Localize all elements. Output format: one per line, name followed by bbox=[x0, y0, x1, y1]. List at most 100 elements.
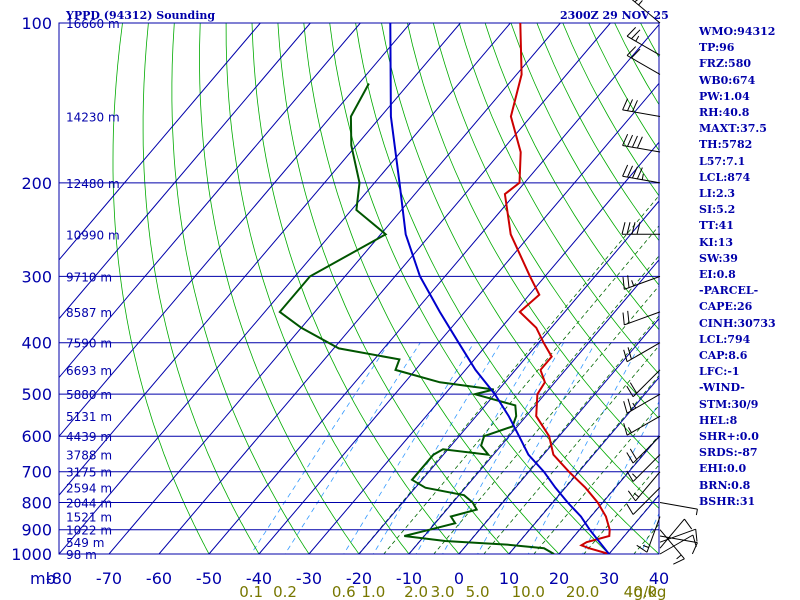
mixing-ratio-label: 3.0 bbox=[431, 583, 455, 600]
moist-adiabat-line bbox=[433, 285, 659, 554]
stat-item: TP:96 bbox=[699, 41, 735, 55]
wind-barb-flag bbox=[631, 135, 638, 148]
wind-barb-staff bbox=[626, 393, 661, 414]
pressure-tick-label: 800 bbox=[21, 494, 52, 513]
wind-barb-flag bbox=[626, 470, 634, 482]
wind-barb-flag bbox=[623, 349, 628, 362]
wind-barb bbox=[623, 415, 661, 436]
stat-item: SI:5.2 bbox=[699, 203, 736, 217]
dry-adiabat-line bbox=[199, 23, 360, 554]
stat-item: L57:7.1 bbox=[699, 154, 746, 168]
wind-barb-flag bbox=[684, 518, 693, 530]
stat-item: LI:2.3 bbox=[699, 187, 736, 201]
temperature-tick-label: -40 bbox=[246, 569, 272, 588]
wind-barb-flag bbox=[634, 0, 639, 3]
wind-barb-staff bbox=[659, 534, 694, 555]
height-label: 3175 m bbox=[66, 466, 112, 480]
dry-adiabat-line bbox=[510, 23, 659, 286]
wind-barb-half bbox=[632, 473, 638, 479]
mixing-ratio-line bbox=[527, 342, 642, 554]
wind-barb-staff bbox=[626, 342, 661, 363]
height-label: 98 m bbox=[66, 548, 97, 562]
mixing-ratio-line bbox=[639, 512, 659, 554]
chart-datetime: 2300Z 29 NOV 25 bbox=[560, 9, 669, 22]
height-label: 7590 m bbox=[66, 337, 112, 351]
wind-barb-staff bbox=[622, 175, 661, 184]
wind-barb-flag bbox=[627, 134, 633, 147]
temperature-tick-label: -30 bbox=[296, 569, 322, 588]
isotherms bbox=[59, 23, 659, 554]
indices-panel: WMO:94312 TP:96 FRZ:580 WB0:674 PW:1.04 RH:40… bbox=[699, 24, 776, 510]
stat-item: TH:5782 bbox=[699, 138, 753, 152]
temperature-tick-label: -20 bbox=[346, 569, 372, 588]
wind-barb-flag bbox=[626, 46, 637, 56]
wind-barb-staff bbox=[659, 529, 685, 560]
wind-barb-flag bbox=[626, 503, 634, 515]
stat-item: WMO:94312 bbox=[699, 25, 776, 38]
pressure-tick-label: 900 bbox=[21, 521, 52, 540]
pressure-unit-label: mb bbox=[30, 569, 56, 588]
stat-item: MAXT:37.5 bbox=[699, 122, 767, 136]
pressure-tick-labels: 100 200 300 400 500 600 700 800 900 1000 bbox=[11, 14, 52, 564]
stat-item: BSHR:31 bbox=[699, 494, 756, 508]
temperature-tick-label: 10 bbox=[499, 569, 519, 588]
wind-barb-flag bbox=[622, 98, 629, 111]
stat-item: HEL:8 bbox=[699, 413, 738, 427]
wind-barb-flag bbox=[626, 452, 634, 464]
wind-barb-half bbox=[635, 35, 640, 42]
height-label: 1022 m bbox=[66, 524, 112, 538]
isobars bbox=[58, 22, 660, 555]
mixing-ratio-label: 1.0 bbox=[361, 583, 385, 600]
height-label: 14230 m bbox=[66, 111, 120, 125]
wind-barb bbox=[659, 502, 698, 516]
wind-barb-half bbox=[627, 427, 632, 433]
wind-barb-staff bbox=[659, 502, 698, 510]
stat-item: RH:40.8 bbox=[699, 106, 750, 120]
wind-barb bbox=[622, 98, 661, 117]
wind-barb-flag bbox=[629, 448, 638, 460]
moist-adiabat-line bbox=[383, 225, 659, 554]
stat-item: BRN:0.8 bbox=[699, 478, 751, 492]
wind-barb-staff bbox=[632, 487, 661, 515]
moist-adiabat-line bbox=[583, 464, 659, 554]
isotherm-line bbox=[59, 23, 411, 438]
wind-barb-flag bbox=[627, 398, 632, 411]
wind-barb-flag bbox=[626, 26, 637, 37]
wind-barb-staff bbox=[632, 435, 661, 464]
wind-barb-flag bbox=[636, 222, 641, 235]
mixing-ratio-labels: 0.1 0.2 0.6 1.0 2.0 3.0 5.0 10.0 20.0 40.0g/kg bbox=[239, 583, 666, 600]
stat-item: TT:41 bbox=[699, 219, 734, 233]
temperature-tick-label: -70 bbox=[96, 569, 122, 588]
dry-adiabat-line bbox=[458, 23, 659, 375]
height-labels: 16660 m 14230 m 12480 m 10990 m 9710 m 8587 m… bbox=[66, 17, 120, 562]
wind-barb bbox=[626, 46, 661, 75]
wind-barb bbox=[622, 133, 661, 153]
mixing-ratio-label: 40.0 bbox=[624, 583, 657, 600]
height-label: 10990 m bbox=[66, 228, 120, 242]
mixing-ratio-line bbox=[582, 400, 659, 554]
wind-barb-half bbox=[641, 173, 644, 180]
isotherm-line bbox=[59, 23, 261, 261]
dry-adiabat-line bbox=[171, 23, 310, 554]
wind-barb bbox=[626, 454, 661, 482]
stat-item: -WIND- bbox=[699, 381, 745, 395]
wind-barb-half bbox=[695, 509, 698, 516]
height-label: 5131 m bbox=[66, 410, 112, 424]
wind-barb bbox=[621, 222, 660, 235]
wind-barb-staff bbox=[622, 109, 661, 117]
wind-barb bbox=[659, 534, 697, 555]
isotherm-line bbox=[108, 23, 561, 554]
wind-barb-flag bbox=[626, 385, 634, 397]
mixing-ratio-line bbox=[343, 342, 475, 554]
wind-barb bbox=[626, 435, 661, 464]
wind-barb-staff bbox=[632, 369, 661, 398]
wind-barb-flag bbox=[627, 490, 636, 502]
stat-item: -PARCEL- bbox=[699, 284, 759, 298]
isotherm-line bbox=[408, 259, 659, 554]
wind-barb-flag bbox=[636, 136, 643, 149]
wind-barb-staff bbox=[626, 35, 661, 56]
pressure-tick-label: 1000 bbox=[11, 545, 52, 564]
height-label: 5880 m bbox=[66, 388, 112, 402]
wind-barb-staff bbox=[632, 454, 661, 482]
